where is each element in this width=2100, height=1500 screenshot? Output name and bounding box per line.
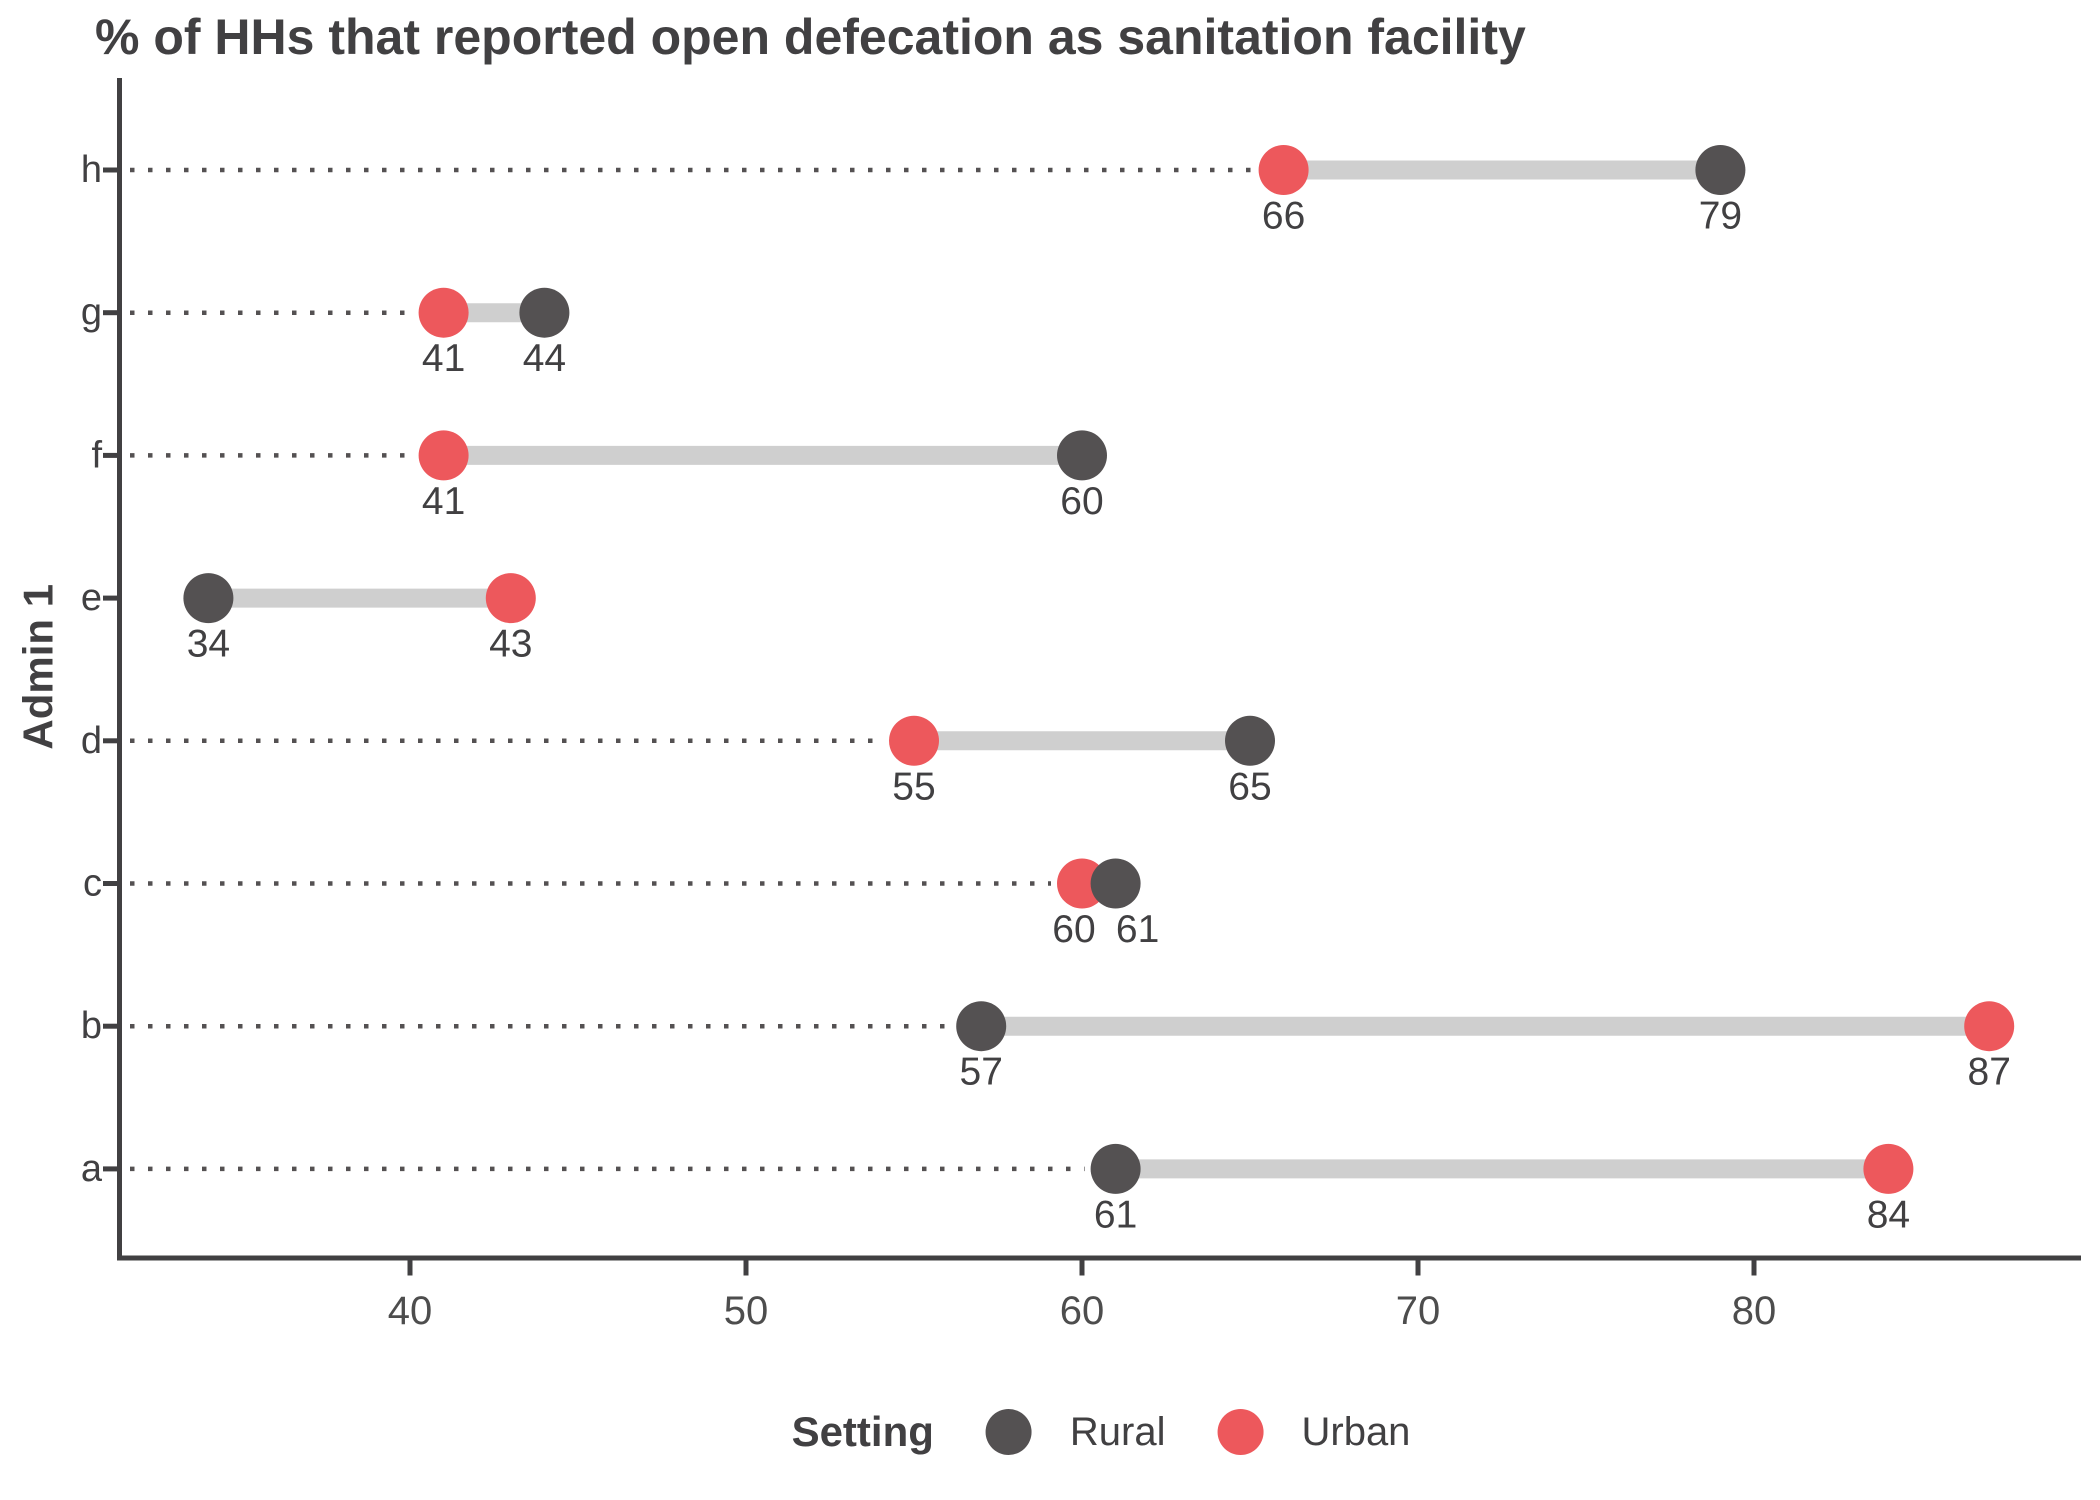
chart-title: % of HHs that reported open defecation a… [95,9,1526,65]
value-label-rural-e: 34 [187,623,230,666]
dot-rural-h [1695,145,1746,195]
value-label-urban-h: 66 [1262,195,1305,238]
legend-item-rural: Rural [985,1409,1166,1455]
y-axis-label-g: g [81,292,102,334]
legend-item-urban: Urban [1217,1409,1410,1455]
dot-urban-e [485,573,536,624]
y-tick-g [103,310,117,316]
value-label-urban-e: 43 [489,623,532,666]
dot-urban-h [1258,145,1309,195]
value-label-rural-c: 61 [1116,908,1159,951]
y-tick-e [103,595,117,601]
legend: Setting Rural Urban [791,1408,1410,1456]
value-label-rural-a: 61 [1094,1193,1137,1236]
y-axis-label-h: h [81,149,102,191]
dot-urban-a [1863,1143,1914,1194]
x-axis-line [117,1255,2081,1261]
legend-title: Setting [791,1408,934,1455]
value-label-urban-d: 55 [892,765,935,808]
x-tick-60 [1079,1260,1085,1276]
y-axis-label-b: b [81,1005,102,1047]
value-label-rural-f: 60 [1060,480,1103,523]
y-tick-b [103,1023,117,1029]
dot-rural-g [519,287,570,338]
y-axis-label-a: a [81,1148,103,1190]
x-tick-80 [1751,1260,1757,1276]
x-tick-label-40: 40 [388,1289,433,1333]
value-label-urban-b: 87 [1968,1051,2011,1094]
dot-rural-d [1225,715,1275,766]
value-label-urban-f: 41 [422,480,465,523]
y-tick-f [103,452,117,458]
x-tick-40 [407,1260,413,1276]
y-tick-a [103,1166,117,1172]
y-tick-d [103,738,117,744]
legend-label-urban: Urban [1301,1409,1411,1454]
value-label-rural-b: 57 [960,1051,1003,1094]
value-label-rural-h: 79 [1699,195,1742,238]
y-axis-label-f: f [91,434,102,476]
x-tick-70 [1415,1260,1421,1276]
legend-label-rural: Rural [1069,1409,1166,1454]
dot-urban-f [418,430,469,481]
urban-swatch-icon [1217,1409,1264,1455]
dot-rural-f [1057,430,1107,481]
dot-urban-g [418,287,469,338]
y-axis-label-e: e [81,577,102,619]
value-label-rural-g: 44 [523,337,566,380]
y-tick-c [103,881,117,886]
rural-swatch-icon [985,1409,1032,1455]
y-tick-h [103,167,117,173]
x-tick-label-60: 60 [1060,1289,1105,1333]
value-label-urban-g: 41 [422,337,465,380]
dot-urban-b [1964,1001,2015,1052]
x-tick-label-80: 80 [1732,1289,1777,1333]
x-tick-50 [743,1260,749,1276]
dot-rural-a [1090,1143,1141,1194]
value-label-urban-c: 60 [1052,908,1095,951]
y-axis-label-d: d [81,720,102,762]
value-label-rural-d: 65 [1228,765,1271,808]
y-axis-line [117,78,122,1261]
x-tick-label-50: 50 [724,1289,769,1333]
dot-rural-c [1090,858,1141,909]
y-axis-title: Admin 1 [15,584,62,750]
value-label-urban-a: 84 [1867,1193,1910,1236]
x-tick-label-70: 70 [1396,1289,1441,1333]
dot-rural-e [183,573,234,624]
y-axis-label-c: c [83,863,102,905]
dot-rural-b [956,1001,1007,1052]
dot-urban-d [889,715,939,766]
